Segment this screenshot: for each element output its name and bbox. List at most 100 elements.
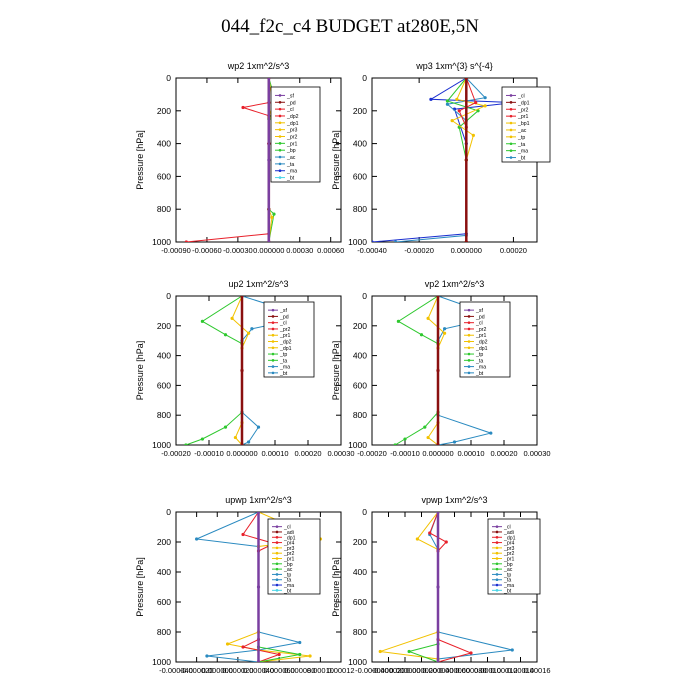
series-point: [298, 640, 302, 645]
series-point: [200, 319, 204, 323]
legend-entry: _ac: [517, 128, 527, 134]
legend-entry: _tp: [283, 572, 291, 578]
x-tick-label: 0.000060: [263, 666, 294, 675]
legend-marker: [275, 530, 279, 534]
legend-marker: [275, 578, 279, 582]
y-axis-label: Pressure [hPa]: [135, 341, 145, 401]
legend-box: [459, 301, 511, 378]
legend: _sf_pd_cl_pr2_pr1_dp2_dp1_tp_ta_ma_bt: [459, 301, 511, 378]
legend-marker: [495, 567, 499, 571]
y-axis-label: Pressure [hPa]: [135, 557, 145, 617]
y-axis-label: Pressure [hPa]: [331, 557, 341, 617]
chart-panel-6: vpwp 1xm^2/s^3 Pressure [hPa] 0 200 400 600 80…: [331, 495, 551, 675]
legend-entry: _pr1: [283, 557, 294, 563]
x-tick-label: 0.000020: [406, 666, 437, 675]
y-tick-label: 800: [353, 410, 367, 420]
legend-entry: _pr1: [517, 114, 528, 120]
series-point: [452, 440, 457, 444]
series-point: [436, 660, 440, 662]
panel-title: vp2 1xm^2/s^3: [425, 279, 484, 289]
x-tick-label: -0.00020: [161, 449, 191, 458]
x-tick-label: -0.00010: [194, 449, 224, 458]
x-tick-label: -0.00020: [404, 246, 434, 255]
y-tick-label: 200: [157, 106, 171, 116]
plot-frame: [175, 77, 342, 243]
legend-marker: [278, 94, 282, 97]
y-tick-label: 200: [157, 537, 171, 547]
x-tick-label: -0.000020: [372, 666, 406, 675]
legend-marker: [495, 557, 499, 560]
y-tick-label: 0: [166, 507, 171, 517]
legend-marker: [509, 94, 513, 97]
x-tick-label: 0.00016: [523, 666, 550, 675]
legend-entry: _pr2: [279, 327, 290, 333]
legend-entry: _ma: [286, 169, 297, 175]
y-tick-label: 800: [353, 627, 367, 637]
series-point: [436, 512, 440, 514]
y-tick-label: 1000: [152, 657, 171, 667]
legend-marker: [495, 551, 499, 555]
legend-marker: [509, 128, 513, 132]
legend-entry: _pr2: [286, 135, 297, 141]
panel-title: upwp 1xm^2/s^3: [225, 495, 291, 505]
legend-marker: [467, 365, 471, 368]
legend-entry: _ma: [503, 583, 514, 589]
legend-marker: [275, 546, 279, 550]
series-point: [403, 437, 407, 441]
legend-entry: _bt: [286, 176, 295, 182]
legend-marker: [467, 321, 471, 324]
legend-entry: _ma: [283, 583, 294, 589]
legend: _sf_pd_cl_dp2_dp1_pr3_pr2_pr1_bp_ac_ta_m…: [270, 86, 321, 183]
x-tick-label: 0.000000: [451, 246, 482, 255]
legend-marker: [271, 365, 275, 368]
x-tick-label: -0.00040: [357, 246, 387, 255]
legend-marker: [509, 156, 513, 159]
y-tick-label: 800: [157, 627, 171, 637]
legend-entry: _dp1: [517, 100, 530, 106]
series-point: [205, 654, 209, 658]
y-tick-label: 1000: [348, 657, 367, 667]
series-point: [445, 102, 450, 106]
series-line: [186, 78, 270, 242]
x-tick-label: 0.000020: [222, 666, 253, 675]
legend-entry: _dp1: [503, 535, 516, 541]
y-tick-label: 200: [353, 537, 367, 547]
legend-entry: _pr1: [503, 557, 514, 563]
legend-entry: _sf: [279, 308, 287, 314]
x-tick-label: 0.000000: [422, 449, 453, 458]
series-point: [407, 649, 411, 654]
x-tick-label: -0.00020: [357, 449, 387, 458]
legend-marker: [278, 155, 282, 159]
series-line: [446, 78, 480, 242]
legend-entry: _ta: [503, 578, 511, 584]
x-tick-label: 0.00014: [507, 666, 534, 675]
legend-marker: [278, 121, 282, 125]
legend-marker: [275, 589, 279, 592]
x-tick-label: 0.000080: [455, 666, 486, 675]
legend-marker: [467, 333, 471, 337]
legend-marker: [275, 541, 279, 544]
series-point: [455, 97, 459, 101]
series-point: [223, 333, 228, 337]
series-point: [419, 333, 424, 337]
y-tick-label: 0: [362, 73, 367, 83]
y-tick-label: 400: [157, 567, 171, 577]
series-point: [256, 425, 261, 429]
legend-entry: _dp1: [283, 535, 296, 541]
x-tick-label: 0.00010: [261, 449, 288, 458]
x-tick-label: -0.00060: [192, 246, 222, 255]
y-tick-label: 200: [157, 321, 171, 331]
y-tick-label: 0: [166, 73, 171, 83]
legend-marker: [495, 583, 499, 587]
legend-marker: [271, 321, 275, 324]
series-point: [436, 443, 440, 445]
legend-entry: _pr1: [286, 141, 297, 147]
figure-title: 044_f2c_c4 BUDGET at280E,5N: [221, 16, 479, 37]
series-point: [396, 319, 400, 323]
legend-marker: [278, 148, 282, 152]
legend-marker: [275, 567, 279, 571]
series-point: [415, 537, 419, 541]
legend-marker: [467, 371, 471, 375]
